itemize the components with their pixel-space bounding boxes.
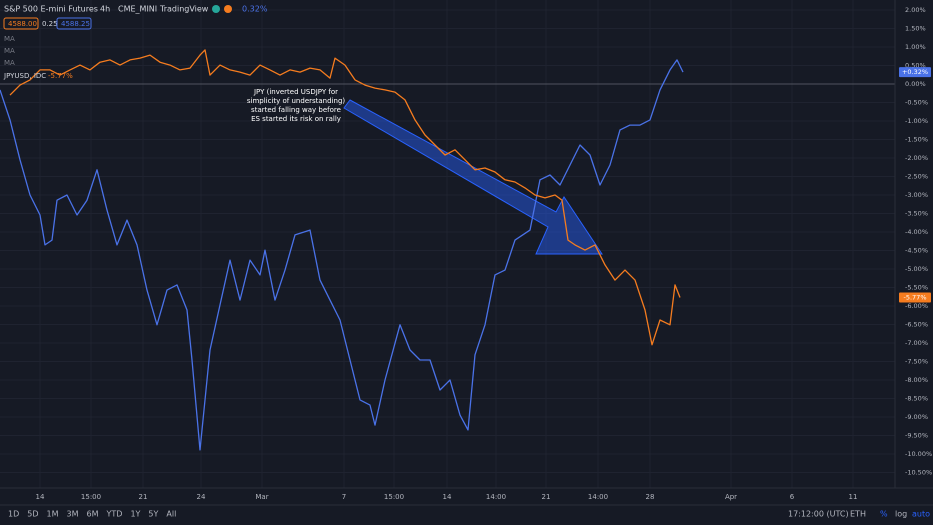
y-tick-label: 2.00% bbox=[905, 6, 926, 14]
x-tick-label: 14:00 bbox=[588, 493, 608, 501]
range-button[interactable]: 1Y bbox=[130, 510, 140, 519]
x-tick-label: 15:00 bbox=[384, 493, 404, 501]
session[interactable]: ETH bbox=[850, 510, 866, 519]
range-button[interactable]: YTD bbox=[106, 510, 123, 519]
last-value-label: +0.32% bbox=[902, 68, 928, 76]
series-line bbox=[9, 49, 681, 346]
source: TradingView bbox=[159, 5, 209, 14]
y-tick-label: -8.50% bbox=[905, 394, 928, 402]
x-tick-label: 28 bbox=[646, 493, 655, 501]
indicator[interactable]: MA bbox=[4, 59, 15, 67]
last-value-box bbox=[899, 292, 931, 303]
clock: 17:12:00 (UTC) bbox=[788, 510, 849, 519]
price-box[interactable] bbox=[56, 17, 92, 30]
range-button[interactable]: 3M bbox=[67, 510, 79, 519]
toolbar: 1D 5D 1M 3M 6M YTD 1Y 5Y All bbox=[8, 510, 176, 519]
range-button[interactable]: 1D bbox=[8, 510, 19, 519]
y-tick-label: -3.00% bbox=[905, 191, 928, 199]
range-button[interactable]: 6M bbox=[87, 510, 99, 519]
series-line bbox=[0, 59, 684, 451]
y-tick-label: -5.50% bbox=[905, 283, 928, 291]
log-toggle[interactable]: log bbox=[895, 510, 907, 519]
percent-toggle[interactable]: % bbox=[880, 510, 888, 519]
range-button[interactable]: 1M bbox=[47, 510, 59, 519]
interval: 4h bbox=[100, 5, 110, 14]
auto-toggle[interactable]: auto bbox=[912, 510, 930, 519]
range-button[interactable]: All bbox=[166, 510, 176, 519]
y-tick-label: -3.50% bbox=[905, 209, 928, 217]
x-tick-label: 24 bbox=[197, 493, 206, 501]
y-tick-label: -10.00% bbox=[905, 450, 932, 458]
range-button[interactable]: 5D bbox=[27, 510, 38, 519]
y-tick-label: -7.00% bbox=[905, 339, 928, 347]
exchange: CME_MINI bbox=[118, 5, 157, 14]
ask: 4588.25 bbox=[61, 20, 90, 28]
y-tick-label: -1.00% bbox=[905, 117, 928, 125]
y-tick-label: -8.00% bbox=[905, 376, 928, 384]
x-tick-label: 21 bbox=[542, 493, 551, 501]
status-dot bbox=[212, 5, 220, 13]
x-tick-label: 6 bbox=[790, 493, 795, 501]
range-button[interactable]: 5Y bbox=[148, 510, 158, 519]
x-tick-label: 11 bbox=[849, 493, 858, 501]
compare-name: JPYUSD, IDC bbox=[3, 72, 46, 80]
y-tick-label: -6.50% bbox=[905, 320, 928, 328]
compare-change: -5.77% bbox=[48, 72, 73, 80]
y-tick-label: -4.00% bbox=[905, 228, 928, 236]
last-value-label: -5.77% bbox=[904, 293, 927, 301]
y-tick-label: -7.50% bbox=[905, 357, 928, 365]
y-tick-label: -9.00% bbox=[905, 413, 928, 421]
x-tick-label: 14 bbox=[443, 493, 452, 501]
status-dot bbox=[224, 5, 232, 13]
y-tick-label: 0.00% bbox=[905, 80, 926, 88]
y-tick-label: -10.50% bbox=[905, 468, 932, 476]
indicator[interactable]: MA bbox=[4, 47, 15, 55]
y-tick-label: -6.00% bbox=[905, 302, 928, 310]
spread: 0.25 bbox=[42, 20, 58, 28]
bid: 4588.00 bbox=[8, 20, 37, 28]
y-tick-label: -5.00% bbox=[905, 265, 928, 273]
last-value-box bbox=[899, 67, 931, 78]
change: 0.32% bbox=[242, 5, 268, 14]
y-tick-label: -0.50% bbox=[905, 98, 928, 106]
price-box[interactable] bbox=[3, 17, 39, 30]
annotation: started falling way before bbox=[251, 106, 341, 114]
annotation: simplicity of understanding) bbox=[247, 97, 346, 105]
x-tick-label: 14:00 bbox=[486, 493, 506, 501]
y-tick-label: -1.50% bbox=[905, 135, 928, 143]
x-tick-label: Apr bbox=[725, 493, 737, 501]
annotation: ES started its risk on rally bbox=[251, 115, 341, 123]
annotation: JPY (inverted USDJPY for bbox=[253, 88, 338, 96]
x-tick-label: Mar bbox=[255, 493, 268, 501]
annotation-arrow bbox=[343, 99, 603, 255]
y-tick-label: 1.00% bbox=[905, 43, 926, 51]
x-tick-label: 7 bbox=[342, 493, 346, 501]
y-tick-label: -2.00% bbox=[905, 154, 928, 162]
y-tick-label: 1.50% bbox=[905, 24, 926, 32]
y-tick-label: -2.50% bbox=[905, 172, 928, 180]
symbol-name: S&P 500 E-mini Futures bbox=[4, 5, 98, 14]
y-tick-label: -9.50% bbox=[905, 431, 928, 439]
x-tick-label: 15:00 bbox=[81, 493, 101, 501]
x-tick-label: 14 bbox=[36, 493, 45, 501]
grid bbox=[0, 0, 895, 488]
x-tick-label: 21 bbox=[139, 493, 148, 501]
indicator[interactable]: MA bbox=[4, 35, 15, 43]
y-tick-label: 0.50% bbox=[905, 61, 926, 69]
y-tick-label: -4.50% bbox=[905, 246, 928, 254]
plot bbox=[0, 49, 684, 451]
